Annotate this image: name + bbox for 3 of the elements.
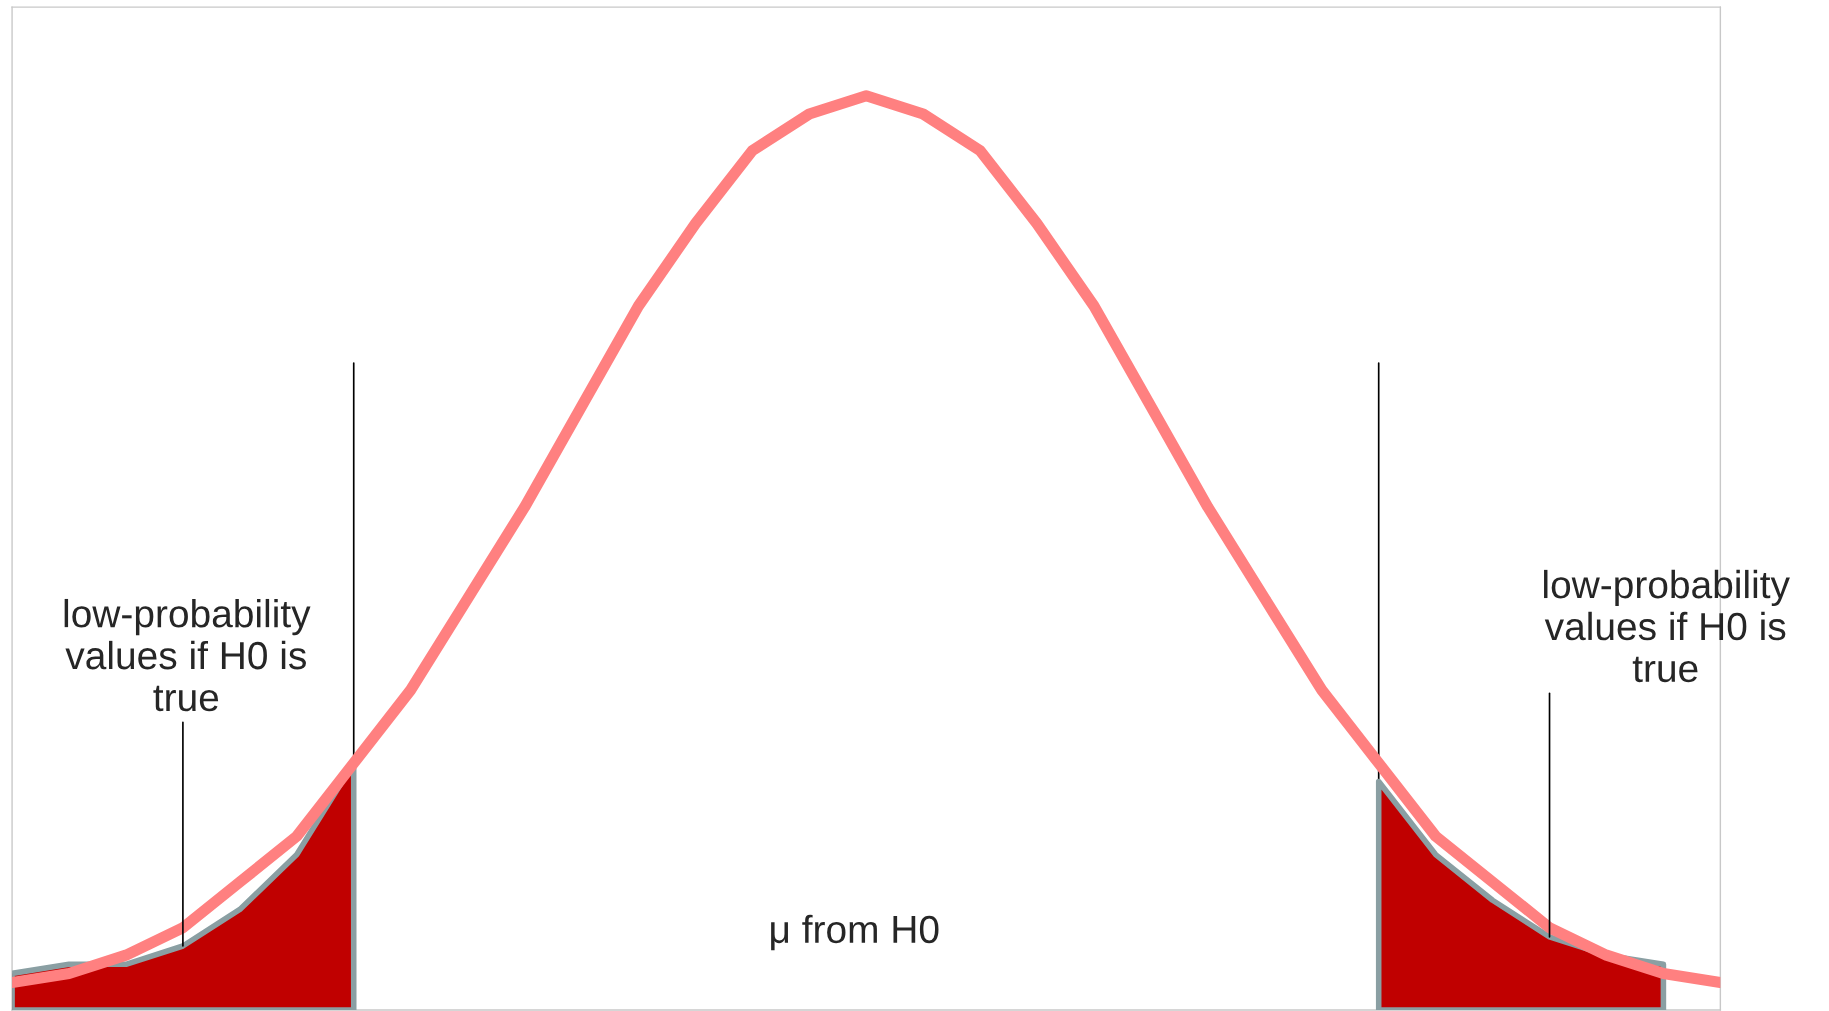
annotation: low-probability values if H0 is true — [64, 598, 311, 712]
annotation: low-probability values if H0 is true — [1544, 569, 1790, 683]
annotation: μ from H0 — [771, 914, 939, 951]
